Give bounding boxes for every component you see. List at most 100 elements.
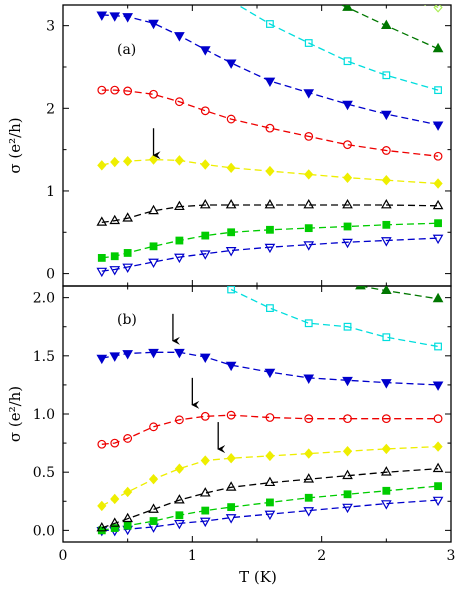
series-line (230, 288, 439, 348)
series-line (101, 14, 439, 126)
data-point (381, 379, 392, 389)
data-point (432, 462, 444, 473)
data-point (174, 348, 185, 359)
data-point (97, 500, 107, 512)
data-point (432, 381, 444, 391)
series-line (101, 204, 439, 224)
series-5 (96, 348, 444, 391)
series-0 (96, 234, 444, 278)
data-point (381, 286, 392, 295)
data-point (123, 155, 133, 167)
data-point (227, 503, 236, 511)
data-point (199, 353, 211, 364)
data-point (226, 453, 236, 464)
data-point (434, 482, 442, 491)
data-point (200, 455, 210, 466)
data-point (381, 443, 391, 455)
data-point (174, 415, 184, 425)
data-point (342, 503, 353, 514)
data-point (342, 172, 353, 183)
data-point (226, 114, 236, 124)
y-tick-label: 0 (46, 267, 55, 283)
data-point (342, 446, 353, 457)
series-line (101, 414, 439, 445)
series-5 (96, 11, 444, 131)
data-point (304, 319, 313, 328)
data-point (149, 422, 158, 432)
data-point (109, 517, 121, 527)
data-point (264, 77, 276, 88)
data-point (225, 514, 237, 524)
data-point (264, 198, 276, 209)
x-tick-label: 1 (188, 548, 197, 564)
data-point (264, 476, 276, 487)
data-point (342, 198, 353, 209)
data-point (433, 441, 443, 452)
data-point (432, 234, 444, 245)
data-point (199, 198, 211, 209)
data-point (264, 243, 276, 254)
x-tick-label: 3 (447, 548, 456, 564)
data-point (97, 439, 107, 449)
data-point (174, 494, 185, 504)
panel-label: (b) (117, 312, 137, 328)
data-point (381, 19, 392, 30)
series-line (236, 5, 439, 91)
series-7 (355, 286, 444, 303)
data-point (122, 263, 133, 274)
data-point (110, 438, 120, 448)
series-2 (96, 198, 444, 226)
data-point (110, 493, 120, 505)
data-point (304, 39, 313, 47)
y-tick-label: 0.5 (33, 465, 55, 481)
data-point (432, 42, 444, 53)
data-point (342, 376, 353, 387)
y-tick-label: 1.5 (33, 349, 55, 365)
data-point (201, 231, 210, 240)
data-point (381, 414, 391, 424)
data-point (122, 512, 133, 523)
data-point (174, 32, 185, 42)
data-point (303, 241, 315, 251)
data-point (225, 361, 237, 372)
data-point (265, 123, 275, 133)
data-point (200, 411, 210, 421)
data-point (199, 250, 211, 260)
series-1 (97, 219, 442, 262)
data-point (343, 57, 352, 66)
data-point (226, 162, 236, 174)
data-point (304, 493, 313, 502)
data-point (265, 450, 275, 462)
data-point (265, 165, 275, 177)
data-point (148, 348, 159, 359)
data-point (355, 286, 366, 290)
data-point (382, 333, 391, 342)
data-point (148, 503, 159, 513)
data-point (264, 510, 276, 521)
series-line (339, 5, 439, 50)
series-4 (97, 85, 443, 161)
data-point (343, 414, 352, 424)
data-point (96, 11, 108, 21)
x-tick-label: 2 (317, 548, 326, 564)
series-4 (97, 410, 443, 449)
data-point (96, 522, 108, 532)
data-point (381, 500, 392, 510)
series-line (101, 468, 439, 529)
series-7 (339, 5, 444, 53)
data-point (96, 267, 108, 278)
data-point (433, 178, 443, 189)
data-point (97, 254, 106, 262)
data-point (174, 97, 184, 107)
data-point (303, 507, 315, 517)
data-point (122, 350, 133, 360)
data-point (432, 496, 444, 507)
data-point (266, 225, 274, 234)
data-point (109, 266, 121, 276)
data-point (225, 198, 237, 209)
data-point (110, 156, 120, 168)
data-point (381, 146, 391, 155)
panel-label: (a) (117, 42, 136, 58)
series-line (360, 286, 439, 300)
data-point (304, 224, 313, 233)
